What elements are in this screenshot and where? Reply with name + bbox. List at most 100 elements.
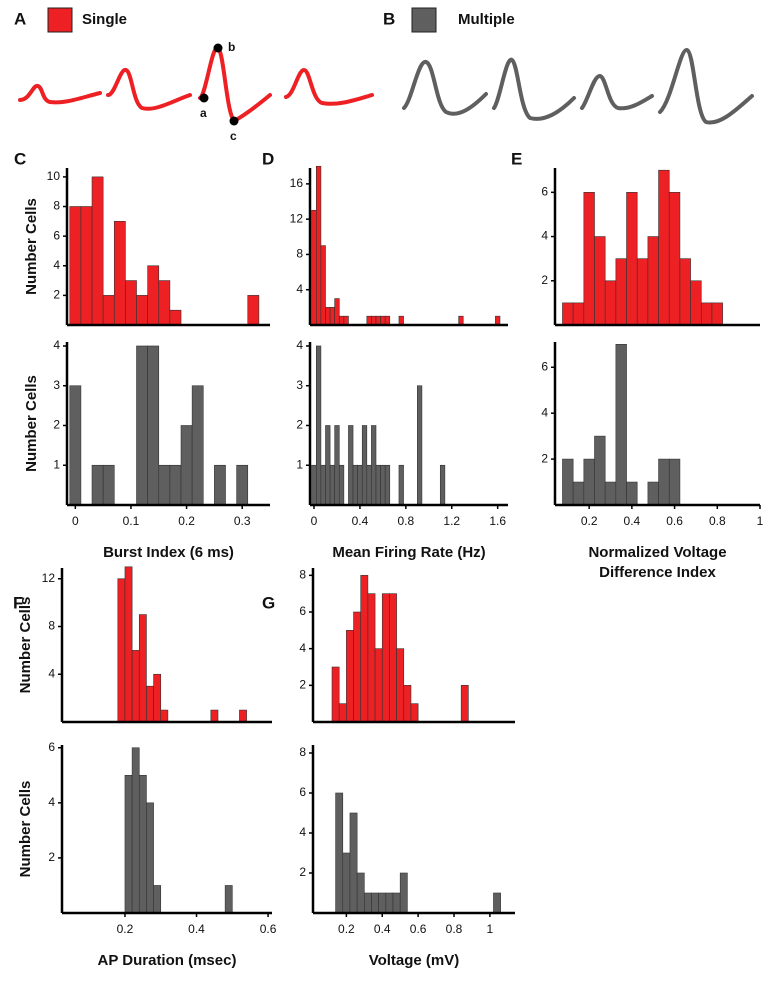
x-tick-label: 0.6 — [666, 514, 683, 528]
x-tick-label: 0.2 — [581, 514, 598, 528]
bar — [80, 206, 93, 326]
bar — [158, 464, 171, 506]
bar — [69, 385, 82, 506]
bar — [679, 258, 691, 326]
bar — [364, 892, 372, 914]
y-tick-label: 8 — [48, 619, 55, 633]
bar — [335, 792, 344, 914]
bar — [626, 192, 638, 326]
y-tick-label: 4 — [299, 641, 306, 655]
y-tick-label: 3 — [296, 378, 303, 392]
x-tick-label: 0.4 — [352, 514, 369, 528]
bar — [398, 315, 404, 326]
bar — [153, 673, 162, 723]
bar — [583, 458, 595, 506]
bar — [366, 464, 372, 506]
y-tick-label: 8 — [299, 745, 306, 759]
bar — [711, 302, 723, 326]
y-tick-label: 16 — [290, 176, 304, 190]
bar — [626, 481, 638, 506]
y-tick-label: 2 — [541, 273, 548, 287]
bar — [403, 685, 412, 723]
bar — [352, 464, 358, 506]
waveform — [580, 74, 654, 111]
y-tick-label: 4 — [48, 795, 55, 809]
bar — [375, 315, 381, 326]
y-tick-label: 3 — [53, 378, 60, 392]
y-tick-label: 4 — [299, 825, 306, 839]
y-tick-label: 6 — [541, 184, 548, 198]
y-tick-label: 2 — [296, 418, 303, 432]
panel-letter: B — [383, 9, 395, 28]
waveform-point — [199, 93, 209, 103]
y-tick-label: 2 — [53, 288, 60, 302]
waveform — [402, 60, 488, 116]
bar — [147, 265, 160, 326]
panel-letter: A — [14, 9, 26, 28]
y-axis-label: Number Cells — [23, 375, 40, 472]
bar — [604, 280, 617, 326]
bar — [338, 315, 345, 326]
y-tick-label: 8 — [296, 247, 303, 261]
bar — [668, 192, 681, 326]
bar — [136, 295, 148, 326]
bar — [311, 210, 317, 326]
bar — [138, 614, 147, 723]
bar — [160, 709, 169, 723]
bar — [371, 315, 377, 326]
y-tick-label: 6 — [48, 740, 55, 754]
bar — [210, 709, 219, 723]
point-label: a — [200, 106, 207, 120]
bar — [439, 464, 446, 506]
bar — [338, 703, 347, 723]
bar — [349, 812, 358, 914]
bar — [647, 236, 659, 326]
y-tick-label: 6 — [299, 785, 306, 799]
y-tick-label: 4 — [48, 666, 55, 680]
bar — [343, 315, 349, 326]
bar — [131, 747, 140, 914]
bar — [153, 885, 162, 914]
x-tick-label: 0.8 — [446, 922, 463, 936]
bar — [236, 464, 249, 506]
y-tick-label: 2 — [48, 850, 55, 864]
bar — [331, 666, 340, 723]
y-tick-label: 4 — [296, 338, 303, 352]
waveform — [658, 47, 754, 125]
panel-letter: E — [511, 149, 522, 168]
bar — [493, 892, 501, 914]
bar — [338, 464, 345, 506]
bar — [392, 892, 401, 914]
bar — [410, 703, 419, 723]
bar — [380, 464, 386, 506]
bar — [191, 385, 204, 506]
y-tick-label: 6 — [299, 604, 306, 618]
y-tick-label: 2 — [53, 418, 60, 432]
x-tick-label: 1 — [757, 514, 764, 528]
x-tick-label: 0.1 — [123, 514, 140, 528]
x-axis-label: Burst Index (6 ms) — [103, 544, 234, 561]
y-tick-label: 6 — [541, 359, 548, 373]
x-tick-label: 1.6 — [489, 514, 506, 528]
bar — [389, 593, 397, 723]
bar — [380, 315, 386, 326]
bar — [458, 315, 464, 326]
bar — [124, 566, 133, 723]
bar — [158, 280, 171, 326]
bar — [247, 295, 260, 326]
bar — [604, 481, 617, 506]
x-axis-label: AP Duration (msec) — [98, 952, 237, 969]
bar — [320, 464, 326, 506]
bar — [371, 425, 377, 506]
bar — [91, 464, 104, 506]
panel-letter: D — [262, 149, 274, 168]
bar — [342, 852, 351, 914]
waveform — [18, 83, 102, 105]
bar — [594, 435, 606, 506]
bar — [668, 458, 681, 506]
bar — [169, 309, 182, 326]
bar — [357, 464, 363, 506]
x-tick-label: 0.3 — [234, 514, 251, 528]
waveform-point — [229, 116, 239, 126]
